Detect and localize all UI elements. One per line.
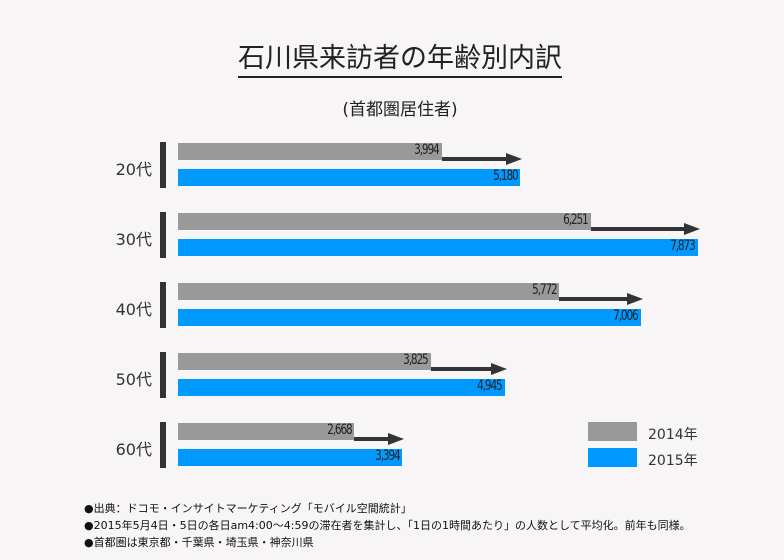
bar-2015 [178,309,641,326]
change-arrow [430,363,507,375]
footnote: ●出典：ドコモ・インサイトマーケティング「モバイル空間統計」 [84,502,412,515]
data-label-2015: 7,006 [613,308,639,324]
bar-2014 [178,283,560,300]
bar-2015 [178,449,403,466]
bar-2015 [178,169,521,186]
bar-2014 [178,213,591,230]
data-label-2014: 5,772 [531,282,558,298]
footnotes: ●出典：ドコモ・インサイトマーケティング「モバイル空間統計」 ●2015年5月4… [84,500,691,551]
chart-title: 石川県来訪者の年齢別内訳 [0,36,784,78]
chart-title-text: 石川県来訪者の年齢別内訳 [238,43,562,78]
bar-2015 [178,239,698,256]
footnote: ●2015年5月4日・5日の各日am4:00～4:59の滞在者を集計し、「1日の… [84,519,691,532]
category-label: 50代 [115,370,152,389]
category-label: 60代 [115,440,152,459]
data-label-2014: 3,825 [403,352,429,368]
change-arrow [559,293,643,305]
data-label-2015: 7,873 [670,238,697,254]
legend-swatch-2015 [588,448,637,467]
category-label: 20代 [115,160,152,179]
chart-subtitle: (首都圏居住者) [342,100,458,120]
bar-2014 [178,143,442,160]
data-label-2015: 5,180 [492,168,519,184]
category-marker [160,212,166,258]
change-arrow [354,433,405,445]
legend-label-2015: 2015年 [648,453,698,469]
legend-label-2014: 2014年 [648,427,698,443]
category-label: 40代 [115,300,152,319]
legend-swatch-2014 [588,422,637,441]
data-label-2014: 3,994 [414,142,440,158]
bar-2014 [178,353,431,370]
change-arrow [441,153,523,165]
data-label-2015: 3,394 [374,448,401,464]
bar-2014 [178,423,355,440]
bar-2015 [178,379,505,396]
category-marker [160,282,166,328]
category-marker [160,142,166,188]
category-marker [160,422,166,468]
data-label-2014: 6,251 [563,212,589,228]
category-marker [160,352,166,398]
category-label: 30代 [115,230,152,249]
data-label-2014: 2,668 [326,422,353,438]
change-arrow [590,223,701,235]
data-label-2015: 4,945 [477,378,503,394]
footnote: ●首都圏は東京都・千葉県・埼玉県・神奈川県 [84,536,314,549]
